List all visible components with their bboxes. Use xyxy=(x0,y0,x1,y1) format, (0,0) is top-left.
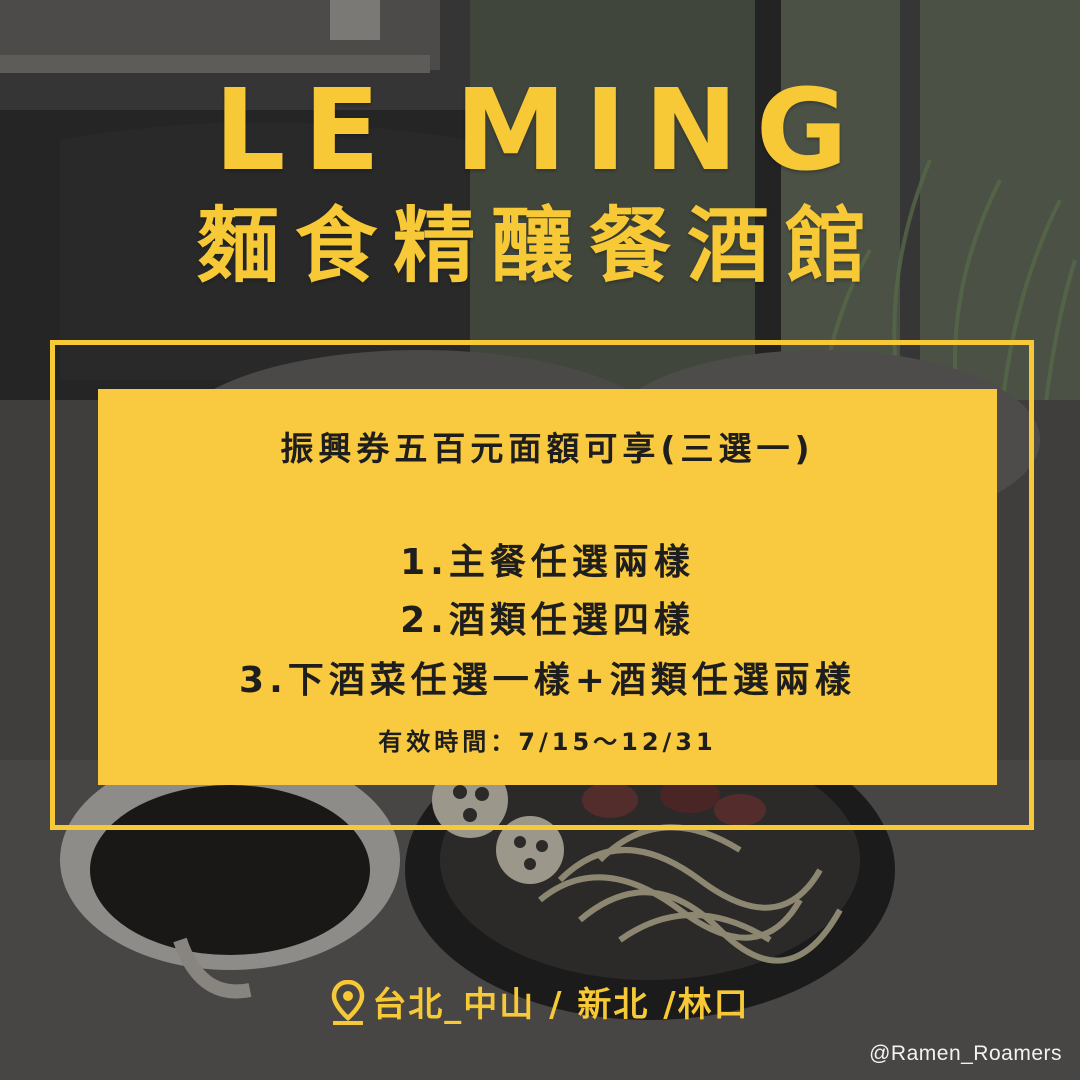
promo-validity: 有效時間：7/15～12/31 xyxy=(378,728,717,756)
promo-card: 振興券五百元面額可享(三選一) 1.主餐任選兩樣 2.酒類任選四樣 3.下酒菜任… xyxy=(98,389,997,785)
brand-name-english: LE MING xyxy=(214,66,866,196)
location-line: 台北_中山 / 新北 /林口 xyxy=(0,980,1080,1030)
social-handle: @Ramen_Roamers xyxy=(869,1042,1062,1065)
promo-option-1: 1.主餐任選兩樣 xyxy=(400,542,695,583)
promo-headline: 振興券五百元面額可享(三選一) xyxy=(280,429,815,468)
location-text: 台北_中山 / 新北 /林口 xyxy=(372,985,750,1025)
promo-option-3: 3.下酒菜任選一樣+酒類任選兩樣 xyxy=(239,660,856,701)
promo-option-2: 2.酒類任選四樣 xyxy=(400,600,695,641)
promo-frame xyxy=(50,340,1034,830)
map-pin-icon xyxy=(332,980,365,1025)
brand-name-chinese: 麵食精釀餐酒館 xyxy=(196,199,883,294)
